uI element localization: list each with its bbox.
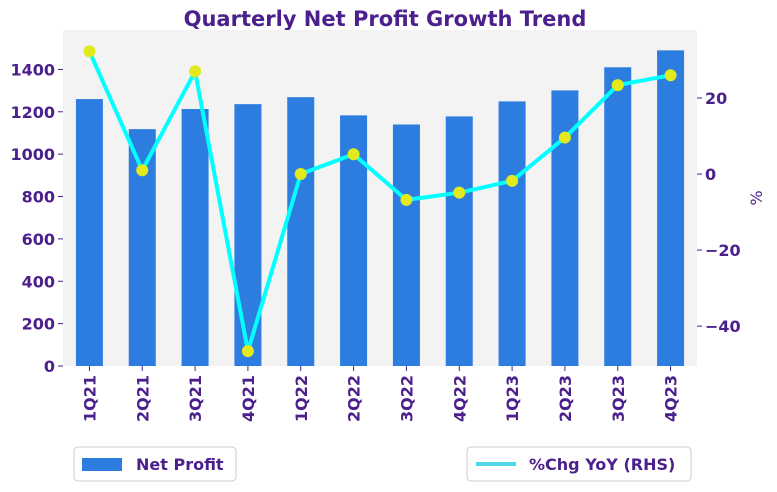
point-4Q22: [453, 186, 466, 199]
bar-3Q22: [392, 124, 420, 366]
point-2Q23: [558, 131, 571, 144]
point-4Q23: [664, 69, 677, 82]
point-3Q23: [611, 79, 624, 92]
y2-tick-label: 20: [705, 89, 727, 108]
chart-title: Quarterly Net Profit Growth Trend: [184, 7, 587, 31]
point-1Q21: [83, 45, 96, 58]
y2-tick-label: −40: [705, 317, 741, 336]
x-tick-label: 3Q23: [609, 375, 628, 422]
point-2Q21: [136, 164, 149, 177]
legend-label: Net Profit: [136, 455, 224, 474]
bar-3Q23: [604, 67, 632, 366]
x-tick-label: 4Q21: [239, 375, 258, 422]
x-tick-label: 1Q23: [503, 375, 522, 422]
point-3Q22: [400, 193, 413, 206]
y2-tick-label: −20: [705, 241, 741, 260]
x-tick-label: 4Q23: [662, 375, 681, 422]
bar-1Q22: [287, 97, 315, 367]
point-1Q23: [506, 174, 519, 187]
y2-tick-label: 0: [705, 165, 716, 184]
y-tick-label: 0: [44, 357, 55, 376]
y-tick-label: 1400: [10, 60, 55, 79]
legend-net-profit: Net Profit: [73, 446, 237, 482]
bar-4Q21: [234, 104, 262, 366]
legend-bar-swatch: [82, 458, 122, 471]
point-3Q21: [189, 65, 202, 78]
point-4Q21: [241, 345, 254, 358]
bar-3Q21: [181, 109, 209, 367]
x-tick-label: 3Q22: [397, 375, 416, 422]
y-tick-label: 600: [22, 230, 55, 249]
bar-4Q22: [445, 116, 473, 367]
legend-label: %Chg YoY (RHS): [529, 455, 675, 474]
y-tick-label: 1000: [10, 145, 55, 164]
bar-4Q23: [657, 50, 685, 367]
legend-pct-chg: %Chg YoY (RHS): [466, 446, 692, 482]
x-tick-label: 1Q22: [292, 375, 311, 422]
x-tick-label: 2Q21: [133, 375, 152, 422]
point-2Q22: [347, 148, 360, 161]
pct-chg-line: [87, 50, 671, 354]
plot-area: [63, 30, 697, 366]
y-tick-label: 1200: [10, 103, 55, 122]
y2-axis-label: %: [747, 190, 766, 205]
x-tick-label: 4Q22: [450, 375, 469, 422]
y-tick-label: 400: [22, 272, 55, 291]
x-tick-label: 1Q21: [80, 375, 99, 422]
y-tick-label: 800: [22, 188, 55, 207]
bar-1Q23: [498, 101, 526, 366]
y-tick-label: 200: [22, 315, 55, 334]
point-1Q22: [294, 168, 307, 181]
x-tick-label: 2Q22: [345, 375, 364, 422]
x-tick-label: 2Q23: [556, 375, 575, 422]
x-tick-label: 3Q21: [186, 375, 205, 422]
bar-1Q21: [75, 99, 103, 366]
